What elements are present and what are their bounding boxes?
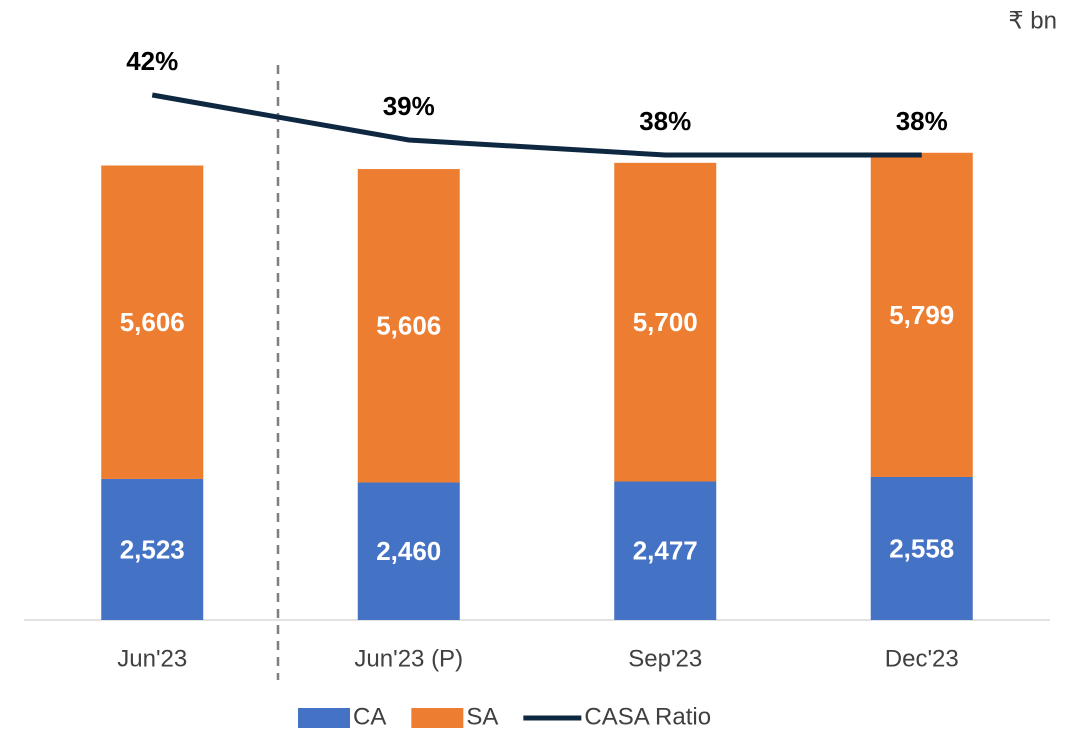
data-label: 2,460 — [376, 536, 441, 566]
x-tick-label: Sep'23 — [628, 645, 702, 672]
legend-label: CA — [353, 703, 386, 730]
data-label: 2,523 — [120, 534, 185, 564]
legend-label: CASA Ratio — [584, 703, 711, 730]
legend-swatch — [411, 708, 464, 728]
bar-segment — [870, 476, 973, 620]
data-label: 5,700 — [633, 307, 698, 337]
bar-segment — [870, 152, 973, 477]
bar-segment — [357, 169, 460, 483]
data-label: 42% — [126, 46, 178, 76]
legend-label: SA — [466, 703, 498, 730]
data-label: 38% — [896, 106, 948, 136]
data-label: 2,558 — [889, 533, 954, 563]
x-tick-label: Jun'23 (P) — [354, 645, 463, 672]
data-label: 38% — [639, 106, 691, 136]
bar-segment — [614, 481, 717, 620]
data-label: 5,606 — [120, 307, 185, 337]
bar-segment — [101, 478, 204, 620]
data-label: 39% — [383, 91, 435, 121]
unit-label: ₹ bn — [1008, 7, 1057, 34]
data-label: 2,477 — [633, 536, 698, 566]
x-tick-label: Jun'23 — [117, 645, 187, 672]
bar-segment — [101, 165, 204, 479]
bar-segment — [357, 482, 460, 620]
data-label: 5,606 — [376, 311, 441, 341]
bar-segment — [614, 162, 717, 482]
data-label: 5,799 — [889, 300, 954, 330]
line — [151, 92, 922, 158]
legend-swatch — [298, 708, 350, 728]
x-tick-label: Dec'23 — [885, 645, 959, 672]
